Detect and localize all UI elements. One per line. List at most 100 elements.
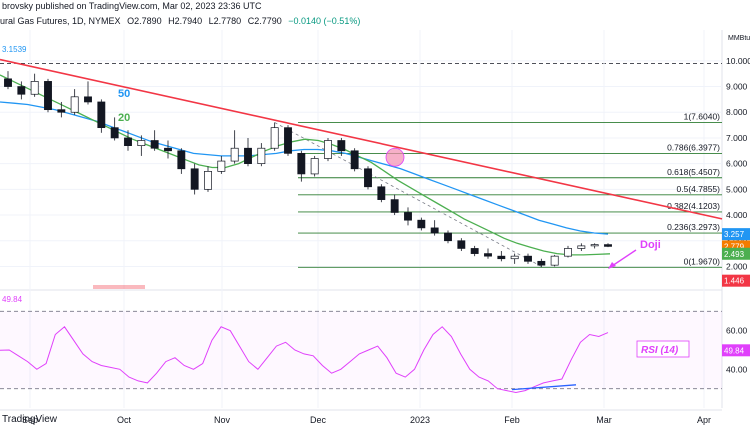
rsi-badge [722, 344, 750, 357]
candle-down [604, 244, 612, 247]
candle-down [57, 109, 66, 113]
sma-50-label: 50 [118, 88, 130, 100]
candle-up [324, 140, 332, 159]
candle-down [177, 150, 186, 170]
candle-down [457, 240, 466, 249]
candle-down [297, 153, 306, 175]
rsi-tick-label: 60.00 [726, 326, 748, 336]
price-tick-label: 8.000 [726, 107, 748, 117]
fib-level-label: 0.236(3.2973) [667, 222, 720, 232]
pane-scale-marker [93, 285, 145, 289]
candle-up [270, 127, 279, 149]
candle-down [524, 255, 532, 262]
doji-arrowhead [608, 262, 616, 269]
doji-arrow [611, 249, 637, 267]
candle-up [564, 248, 572, 257]
doji-label: Doji [640, 239, 661, 251]
rsi-band [0, 311, 722, 389]
candle-down [17, 86, 26, 95]
fib-level-label: 1(7.6040) [684, 111, 721, 121]
candle-down [537, 260, 546, 266]
candle-up [310, 158, 319, 175]
change-value: −0.0140 (−0.51%) [288, 16, 361, 26]
footer: TradingView [0, 410, 750, 430]
price-tick-label: 9.000 [726, 82, 748, 92]
candle-down [164, 147, 172, 152]
high-price-annotation: 3.1539 [2, 45, 27, 54]
sma-20-label: 20 [118, 112, 130, 124]
time-tick-label: Apr [697, 415, 711, 425]
candle-down [337, 140, 346, 152]
candle-up [230, 147, 239, 162]
time-tick-label: Dec [310, 415, 327, 425]
candle-down [284, 127, 292, 154]
price-badge [722, 228, 750, 241]
published-text: brovsky published on TradingView.com, Ma… [2, 1, 262, 11]
price-tick-label: 6.000 [726, 159, 748, 169]
swing-guide-dashed [274, 122, 542, 267]
candle-down [150, 140, 159, 149]
close-value: C2.7790 [247, 16, 282, 26]
rsi-badge-text: 49.84 [724, 346, 745, 355]
rsi-tick-label: 40.00 [726, 364, 748, 374]
candle-down [124, 137, 132, 147]
time-tick-label: Sep [22, 415, 38, 425]
candle-down [444, 232, 452, 242]
fib-level-label: 0.382(4.1203) [667, 201, 720, 211]
downtrend-line [0, 58, 723, 220]
price-tick-label: 4.000 [726, 210, 748, 220]
rsi-legend-value: 49.84 [2, 295, 23, 304]
candle-down [110, 127, 119, 139]
candle-up [204, 171, 212, 190]
candle-down [497, 255, 506, 260]
candle-down [470, 248, 479, 254]
fib-level-label: 0.786(6.3977) [667, 142, 720, 152]
candle-down [417, 219, 426, 229]
candle-down [190, 168, 199, 190]
time-tick-label: Nov [214, 415, 231, 425]
candle-down [244, 147, 252, 164]
rsi-divergence-line [511, 384, 577, 391]
candle-down [430, 227, 439, 234]
candle-up [217, 160, 226, 172]
high-value: H2.7940 [168, 16, 203, 26]
rsi-line [0, 326, 609, 394]
price-badge-text: 2.779 [724, 242, 745, 251]
candle-up [550, 255, 559, 266]
fib-level-label: 0(1.9670) [684, 256, 721, 266]
price-tick-label: 7.000 [726, 133, 748, 143]
published-header: brovsky published on TradingView.com, Ma… [0, 0, 750, 14]
price-pane-bg [0, 30, 750, 287]
time-tick-label: Oct [117, 415, 132, 425]
symbol-name: ural Gas Futures, 1D, NYMEX [0, 16, 121, 26]
candle-down [350, 150, 359, 170]
tradingview-logo: TradingView [2, 414, 58, 425]
time-tick-label: Mar [596, 415, 612, 425]
crossover-circle [385, 147, 405, 167]
open-value: O2.7890 [127, 16, 162, 26]
candle-down [4, 78, 12, 87]
price-badge-text: 1.446 [724, 277, 745, 286]
candle-down [84, 96, 92, 103]
candle-up [510, 255, 519, 260]
time-tick-label: 2023 [410, 415, 430, 425]
candle-up [577, 245, 586, 249]
candle-down [377, 186, 386, 200]
candle-down [364, 168, 372, 188]
symbol-line: ural Gas Futures, 1D, NYMEX O2.7890 H2.7… [0, 15, 720, 29]
time-tick-label: Feb [504, 415, 520, 425]
price-badge-text: 2.493 [724, 250, 745, 259]
candle-down [390, 199, 399, 213]
fib-level-label: 0.5(4.7855) [677, 184, 721, 194]
low-value: L2.7780 [208, 16, 242, 26]
fib-level-label: 0.618(5.4507) [667, 167, 720, 177]
price-badge-text: 3.257 [724, 230, 745, 239]
candle-up [137, 140, 146, 146]
candle-up [257, 147, 266, 164]
rsi-title: RSI (14) [641, 345, 679, 356]
price-badge [722, 274, 750, 287]
candle-down [404, 212, 412, 221]
candle-up [30, 81, 39, 95]
price-tick-label: 5.000 [726, 184, 748, 194]
